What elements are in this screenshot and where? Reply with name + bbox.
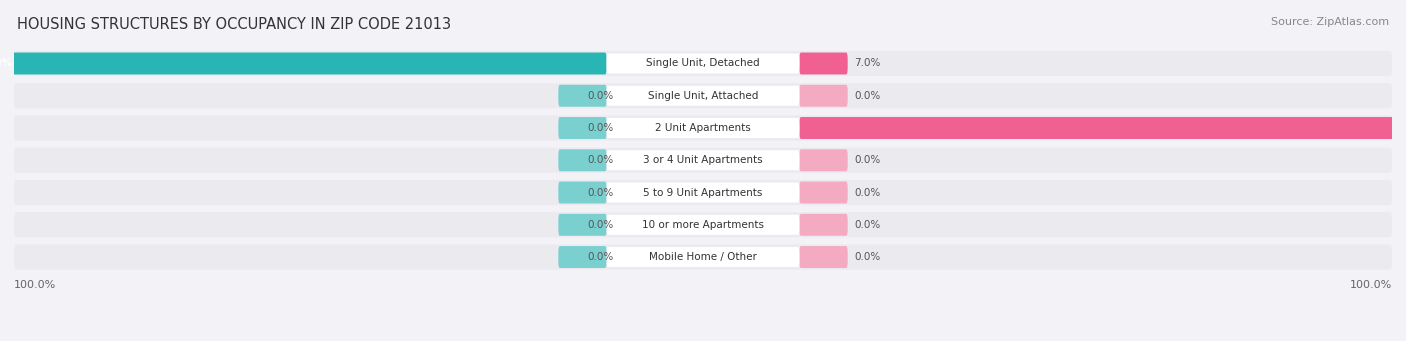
FancyBboxPatch shape [606, 215, 800, 235]
Text: 0.0%: 0.0% [588, 188, 613, 197]
FancyBboxPatch shape [800, 117, 1406, 139]
FancyBboxPatch shape [558, 117, 606, 139]
FancyBboxPatch shape [606, 150, 800, 170]
Text: 7.0%: 7.0% [855, 59, 882, 69]
Text: HOUSING STRUCTURES BY OCCUPANCY IN ZIP CODE 21013: HOUSING STRUCTURES BY OCCUPANCY IN ZIP C… [17, 17, 451, 32]
Text: 0.0%: 0.0% [855, 220, 880, 230]
FancyBboxPatch shape [606, 86, 800, 106]
Text: Source: ZipAtlas.com: Source: ZipAtlas.com [1271, 17, 1389, 27]
FancyBboxPatch shape [800, 214, 848, 236]
FancyBboxPatch shape [606, 182, 800, 203]
Text: 0.0%: 0.0% [855, 155, 880, 165]
FancyBboxPatch shape [14, 51, 1392, 76]
FancyBboxPatch shape [606, 247, 800, 267]
FancyBboxPatch shape [558, 246, 606, 268]
Text: 93.0%: 93.0% [0, 59, 13, 69]
Text: 2 Unit Apartments: 2 Unit Apartments [655, 123, 751, 133]
FancyBboxPatch shape [558, 85, 606, 107]
Text: 0.0%: 0.0% [588, 220, 613, 230]
Text: 100.0%: 100.0% [14, 280, 56, 290]
Text: 0.0%: 0.0% [855, 252, 880, 262]
Text: Mobile Home / Other: Mobile Home / Other [650, 252, 756, 262]
FancyBboxPatch shape [14, 148, 1392, 173]
Text: 0.0%: 0.0% [588, 155, 613, 165]
Text: 0.0%: 0.0% [855, 91, 880, 101]
Text: Single Unit, Detached: Single Unit, Detached [647, 59, 759, 69]
Text: 0.0%: 0.0% [855, 188, 880, 197]
FancyBboxPatch shape [558, 214, 606, 236]
FancyBboxPatch shape [558, 181, 606, 204]
Text: 100.0%: 100.0% [1350, 280, 1392, 290]
FancyBboxPatch shape [800, 85, 848, 107]
Text: 3 or 4 Unit Apartments: 3 or 4 Unit Apartments [643, 155, 763, 165]
FancyBboxPatch shape [606, 54, 800, 74]
FancyBboxPatch shape [800, 246, 848, 268]
FancyBboxPatch shape [558, 149, 606, 171]
FancyBboxPatch shape [14, 244, 1392, 270]
FancyBboxPatch shape [800, 181, 848, 204]
Text: 0.0%: 0.0% [588, 252, 613, 262]
FancyBboxPatch shape [14, 212, 1392, 237]
FancyBboxPatch shape [800, 53, 848, 74]
FancyBboxPatch shape [800, 149, 848, 171]
Text: Single Unit, Attached: Single Unit, Attached [648, 91, 758, 101]
FancyBboxPatch shape [14, 83, 1392, 108]
Text: 5 to 9 Unit Apartments: 5 to 9 Unit Apartments [644, 188, 762, 197]
Text: 0.0%: 0.0% [588, 123, 613, 133]
FancyBboxPatch shape [14, 116, 1392, 140]
FancyBboxPatch shape [14, 180, 1392, 205]
FancyBboxPatch shape [0, 53, 606, 74]
Text: 10 or more Apartments: 10 or more Apartments [643, 220, 763, 230]
Text: 0.0%: 0.0% [588, 91, 613, 101]
FancyBboxPatch shape [606, 118, 800, 138]
